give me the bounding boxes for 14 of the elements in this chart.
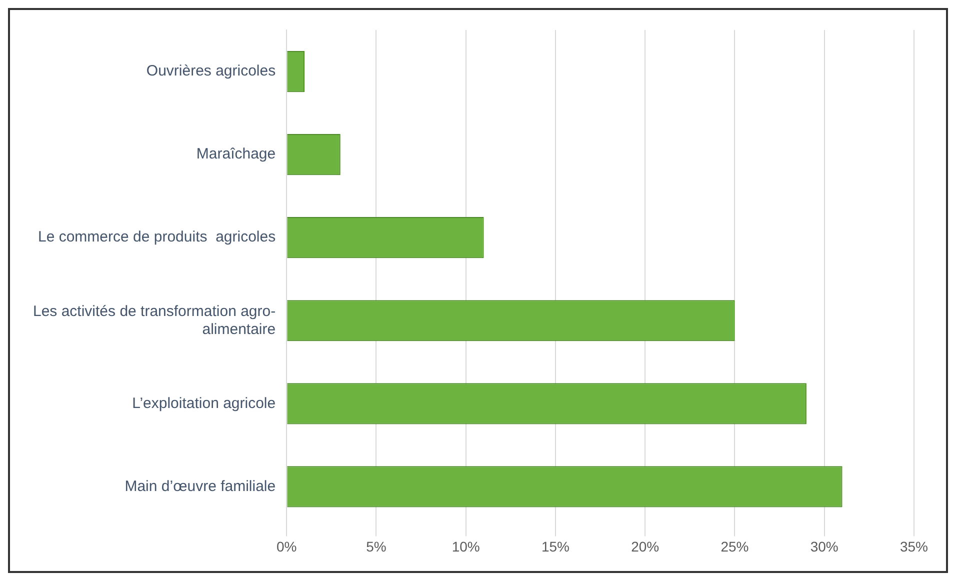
x-tick-label: 10% xyxy=(452,538,480,554)
x-tick-label: 25% xyxy=(720,538,749,554)
y-tick-label: L’exploitation agricole xyxy=(132,394,276,412)
x-tick-label: 30% xyxy=(810,538,838,554)
y-tick-label: Main d’œuvre familiale xyxy=(124,478,276,495)
y-tick-label: Maraîchage xyxy=(196,146,276,163)
x-tick-label: 5% xyxy=(366,538,386,554)
x-tick-label: 20% xyxy=(631,538,660,554)
y-tick-label: Ouvrières agricoles xyxy=(146,62,276,80)
x-tick-label: 15% xyxy=(541,538,570,554)
x-tick-label: 0% xyxy=(276,538,297,554)
y-tick-label: Les activités de transformation agro-alimentaire xyxy=(32,302,276,338)
x-tick-label: 35% xyxy=(900,538,928,554)
y-tick-label: Le commerce de produits agricoles xyxy=(38,228,276,246)
